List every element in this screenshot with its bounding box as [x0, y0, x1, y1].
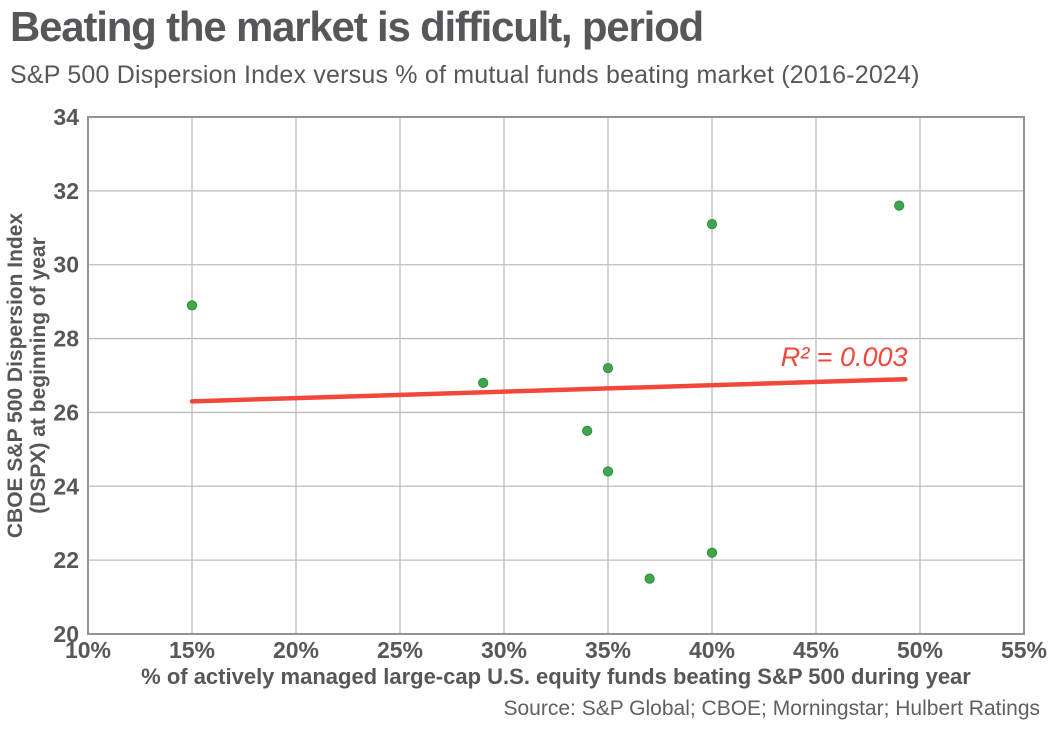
data-point	[602, 466, 614, 477]
y-tick-label: 24	[53, 473, 79, 499]
data-point	[582, 425, 593, 436]
r-squared-annotation: R² = 0.003	[781, 342, 908, 372]
y-tick-label: 28	[53, 326, 79, 352]
y-axis-title-line: (DSPX) at beginning of year	[27, 237, 50, 514]
data-point	[644, 573, 655, 584]
y-axis-title-line: CBOE S&P 500 Dispersion Index	[4, 213, 27, 539]
chart-subtitle: S&P 500 Dispersion Index versus % of mut…	[10, 61, 920, 89]
x-tick-label: 55%	[1001, 637, 1047, 663]
x-tick-label: 30%	[481, 637, 527, 663]
y-tick-label: 32	[53, 178, 79, 204]
y-tick-label: 34	[53, 104, 79, 130]
y-tick-label: 22	[53, 547, 79, 573]
y-tick-label: 30	[53, 252, 79, 278]
data-point	[602, 363, 614, 374]
data-point	[706, 218, 718, 230]
data-point	[478, 377, 489, 388]
data-point	[706, 547, 718, 558]
data-point	[186, 300, 198, 311]
y-tick-label: 26	[53, 399, 79, 425]
x-tick-label: 50%	[897, 637, 943, 663]
x-tick-label: 15%	[169, 637, 215, 663]
x-tick-label: 45%	[793, 637, 839, 663]
x-tick-label: 25%	[377, 637, 423, 663]
x-tick-label: 20%	[273, 637, 319, 663]
x-tick-label: 35%	[585, 637, 631, 663]
trend-line	[189, 376, 908, 404]
chart-title: Beating the market is difficult, period	[10, 3, 704, 50]
x-tick-label: 10%	[65, 637, 111, 663]
source-note: Source: S&P Global; CBOE; Morningstar; H…	[503, 697, 1040, 720]
x-axis-label: % of actively managed large-cap U.S. equ…	[141, 664, 971, 689]
plot-border	[87, 116, 1025, 635]
y-tick-label: 20	[53, 621, 79, 647]
x-tick-label: 40%	[689, 637, 735, 663]
data-point	[894, 200, 905, 211]
